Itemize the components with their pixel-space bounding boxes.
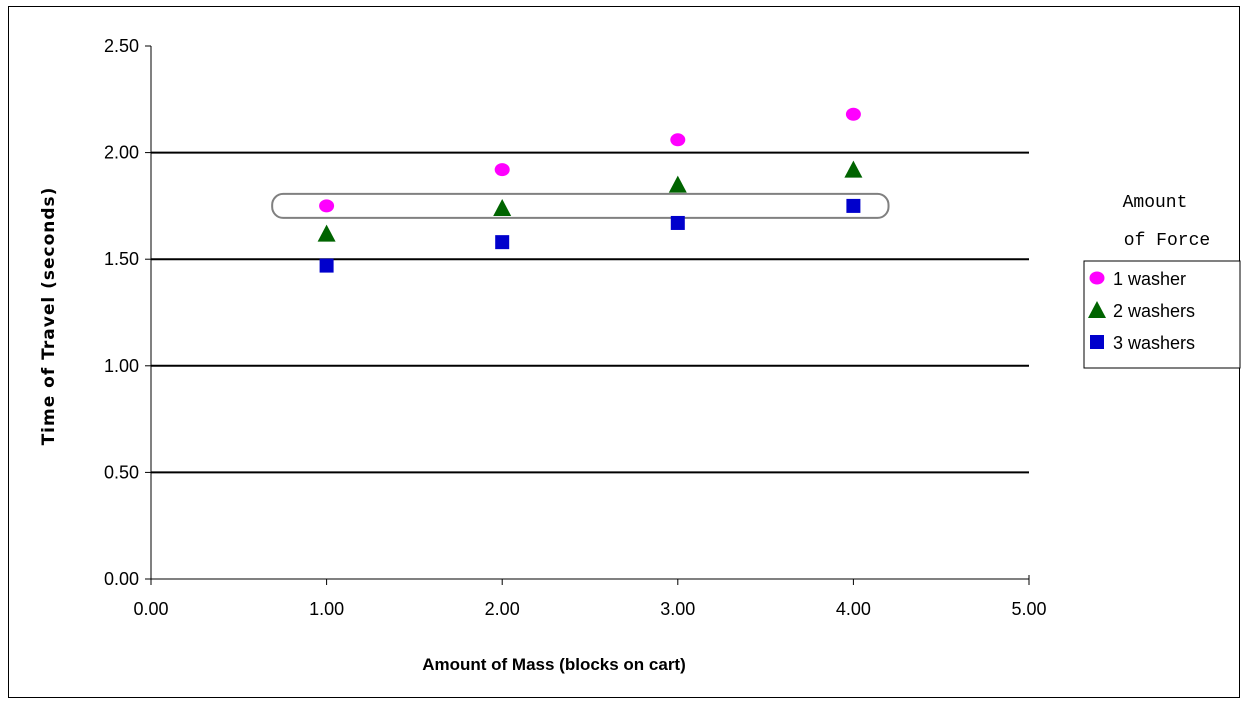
x-axis-label: Amount of Mass (blocks on cart) <box>422 655 686 674</box>
legend-label: 2 washers <box>1113 301 1195 321</box>
data-point <box>494 163 510 177</box>
data-point <box>319 199 335 213</box>
y-axis-label: Time of Travel (seconds) <box>39 187 59 446</box>
axes <box>145 45 1030 585</box>
data-point <box>670 215 685 230</box>
highlight-box <box>271 192 890 219</box>
legend-label: 1 washer <box>1113 269 1186 289</box>
legend-marker <box>1088 301 1106 318</box>
series-3 <box>319 198 861 273</box>
data-point <box>319 258 334 273</box>
data-point <box>845 107 861 121</box>
y-tick-label: 1.00 <box>104 356 139 376</box>
data-point <box>846 198 861 213</box>
legend-marker <box>1090 335 1104 349</box>
series-2 <box>317 160 863 242</box>
y-tick-labels: 0.00 0.50 1.00 1.50 2.00 2.50 <box>104 36 139 589</box>
x-tick-label: 5.00 <box>1011 599 1046 619</box>
chart-frame <box>8 6 1240 698</box>
legend-label: 3 washers <box>1113 333 1195 353</box>
data-point <box>317 224 336 242</box>
x-tick-label: 2.00 <box>485 599 520 619</box>
data-point <box>493 199 512 217</box>
series-1 <box>319 107 861 213</box>
x-tick-label: 4.00 <box>836 599 871 619</box>
legend: Amount of Force 1 washer 2 washers 3 washe… <box>1083 193 1241 369</box>
legend-marker <box>1089 271 1105 285</box>
legend-title-line1: Amount <box>1123 193 1188 213</box>
data-point <box>670 133 686 147</box>
legend-box <box>1083 260 1241 369</box>
x-tick-label: 0.00 <box>133 599 168 619</box>
x-tick-label: 3.00 <box>660 599 695 619</box>
y-tick-label: 2.00 <box>104 143 139 163</box>
x-tick-labels: 0.00 1.00 2.00 3.00 4.00 5.00 <box>133 599 1046 619</box>
data-marks <box>317 107 863 273</box>
legend-items: 1 washer 2 washers 3 washers <box>1088 269 1195 353</box>
y-tick-label: 2.50 <box>104 36 139 56</box>
data-point <box>844 160 863 178</box>
legend-title-line2: of Force <box>1124 231 1210 251</box>
gridlines <box>151 151 1029 474</box>
y-tick-label: 1.50 <box>104 249 139 269</box>
y-tick-label: 0.50 <box>104 462 139 482</box>
y-tick-label: 0.00 <box>104 569 139 589</box>
highlight-annotation <box>271 192 890 219</box>
data-point <box>495 235 510 250</box>
data-point <box>668 175 687 193</box>
x-tick-label: 1.00 <box>309 599 344 619</box>
